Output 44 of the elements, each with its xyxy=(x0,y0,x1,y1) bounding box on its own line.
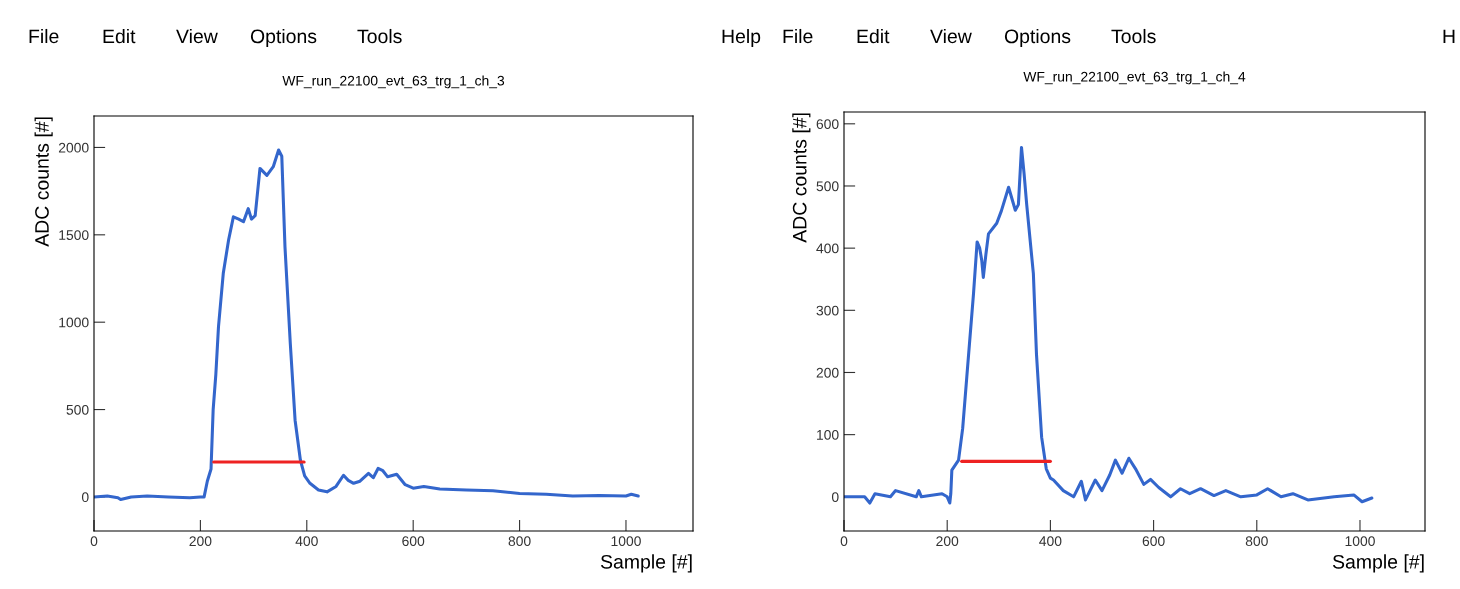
text: View xyxy=(176,28,218,44)
x-tick-label: 400 xyxy=(1039,536,1062,547)
x-axis-title: Sample [#] xyxy=(1332,554,1424,573)
y-tick-label: 300 xyxy=(816,305,839,316)
x-tick-label: 600 xyxy=(402,536,425,547)
x-tick-label: 200 xyxy=(189,536,212,547)
text: Help xyxy=(722,28,761,48)
text: H xyxy=(1443,29,1455,44)
line-series xyxy=(94,148,640,502)
y-tick-label: 200 xyxy=(816,367,839,378)
y-tick-label: 2000 xyxy=(58,142,89,153)
x-axis-title: Sample [#] xyxy=(600,554,692,573)
chart-title: WF_run_22100_evt_63_trg_1_ch_4 xyxy=(1023,71,1246,85)
y-tick-label: 100 xyxy=(817,429,839,440)
line-series xyxy=(844,145,1374,505)
x-tick-label: 0 xyxy=(840,536,848,547)
x-tick-label: 400 xyxy=(295,536,318,547)
x-tick-label: 0 xyxy=(90,536,98,547)
text: File xyxy=(783,28,813,44)
y-tick-label: 0 xyxy=(831,492,839,502)
text: Tools xyxy=(1111,28,1156,44)
y-tick-label: 600 xyxy=(816,119,839,129)
y-axis-title: ADC counts [#] xyxy=(792,113,811,243)
text: Options xyxy=(250,28,317,48)
x-tick-label: 800 xyxy=(1245,536,1268,547)
text: Edit xyxy=(103,28,136,44)
x-tick-label: 1000 xyxy=(611,536,641,547)
x-tick-label: 1000 xyxy=(1345,536,1375,547)
y-tick-label: 0 xyxy=(81,492,89,503)
y-tick-label: 1000 xyxy=(59,317,89,328)
text: Tools xyxy=(357,28,402,44)
y-tick-label: 500 xyxy=(66,404,89,415)
chart-title: WF_run_22100_evt_63_trg_1_ch_3 xyxy=(282,75,505,89)
x-tick-label: 600 xyxy=(1142,536,1165,547)
text: Edit xyxy=(857,28,890,44)
y-tick-label: 500 xyxy=(816,181,839,192)
y-tick-label: 1500 xyxy=(59,230,89,240)
y-tick-label: 400 xyxy=(816,243,839,254)
text: File xyxy=(29,28,59,44)
text: View xyxy=(930,28,972,44)
x-tick-label: 800 xyxy=(508,536,531,547)
text: Options xyxy=(1004,28,1071,48)
y-axis-title: ADC counts [#] xyxy=(34,117,53,247)
x-tick-label: 200 xyxy=(936,536,959,547)
